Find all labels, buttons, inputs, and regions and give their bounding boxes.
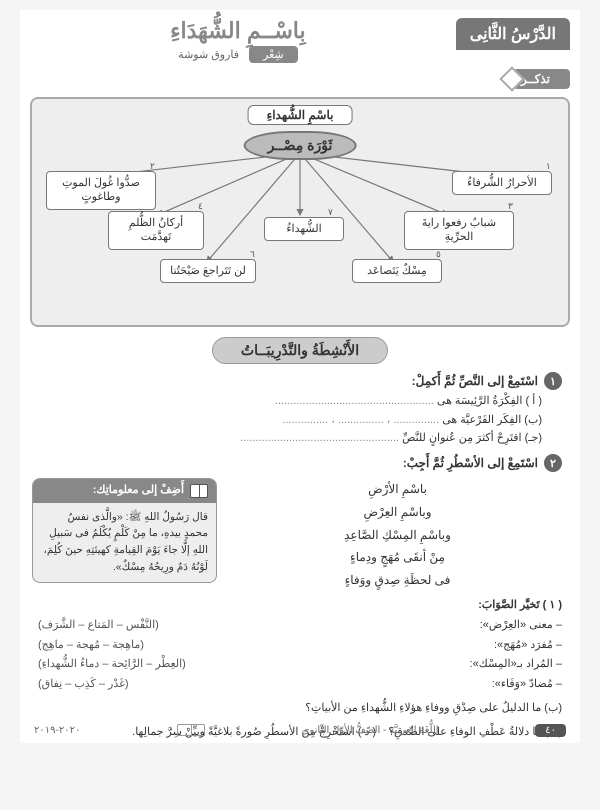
diagram-box-num: ٢	[150, 161, 155, 172]
footer: ٤٠ اللُّغَة العربيَّة - الصّفُّ الأوّل ا…	[20, 724, 580, 737]
diagram-box-b1: الأحرارُ الشُّرفاءُ	[452, 171, 552, 195]
ex1-c: (جـ) اقتَرِحْ أكثرَ مِن عُنوانٍ للنَّصِّ…	[40, 429, 542, 448]
mcq-head: ( ١ ) تَخيَّر الصَّوَابَ:	[38, 596, 562, 616]
diagram-box-b6: لن تَتَراجعَ صَيْحَتُنا	[160, 259, 256, 283]
diagram-box-num: ١	[546, 161, 551, 172]
poetry-line: باسْمِ الأرْضِ	[227, 478, 568, 501]
lesson-badge: الدَّرْسُ الثَّانِى	[456, 18, 570, 50]
mcq-term: – مُضادّ «وَفَاء»:	[492, 675, 562, 695]
mcq-row: – معنى «العِرْض»: (النَّفْس – المَتاع – ا…	[38, 616, 562, 636]
ex1-num-icon: ١	[544, 372, 562, 390]
ex1-a: ( أ ) الفِكْرَةُ الرَّئِيسَة هى ........…	[40, 392, 542, 411]
section-title: الأَنْشِطَةُ والتَّدْرِيبَــاتُ	[212, 337, 388, 364]
mcq-options: (العِطْر – الرَّائِحة – دماءُ الشُّهداءِ…	[38, 655, 186, 675]
diagram-center: ثَوْرَة مِصْــر	[244, 131, 357, 160]
diagram-box-num: ٥	[436, 249, 441, 260]
exercise-1: ١ اسْتَمِعْ إلى النَّصِّ ثُمَّ أَكمِلْ: …	[20, 372, 580, 448]
open-book-icon	[177, 724, 205, 736]
diagram-box-num: ٦	[250, 249, 255, 260]
ex1-b: (ب) الفِكَر الفَرْعيَّة هى .............…	[40, 411, 542, 430]
poetry-line: فى لحظَةِ صِدقٍ ووَفاءٍ	[227, 569, 568, 592]
diagram-box-b5: مِسْكٌ يَتَصاعَد	[352, 259, 442, 283]
ex2-title: اسْتَمِعْ إلى الأسْطُرِ ثُمَّ أَجِبْ:	[403, 456, 538, 470]
mcq-term: – معنى «العِرْض»:	[480, 616, 562, 636]
title-block: بِاسْــمِ الشُّهَدَاءِ شِعْر فاروق شوشة	[30, 18, 446, 63]
footer-year: ٢٠٢٠-٢٠١٩	[34, 725, 80, 736]
main-title: بِاسْــمِ الشُّهَدَاءِ	[30, 18, 446, 44]
diagram-box-num: ٤	[198, 201, 203, 212]
diagram-box-num: ٧	[328, 207, 333, 218]
concept-diagram: باسْمِ الشُّهداءِ ثَوْرَة مِصْــر الأحرا…	[30, 97, 570, 327]
mcq-row: – مُفرَد «مُهَج»: (ماهِجة – مُهجة – ماهِج…	[38, 636, 562, 656]
subtitle-row: شِعْر فاروق شوشة	[30, 46, 446, 63]
mcq-row: – مُضادّ «وَفَاء»: (غَدْر – كَذِب – نِفاق…	[38, 675, 562, 695]
footer-subject: اللُّغَة العربيَّة - الصّفُّ الأوّل الثّ…	[302, 725, 439, 736]
diagram-box-b7: الشُّهداءُ	[264, 217, 344, 241]
info-box-body: قال رَسُولُ اللهِ ﷺ: «والَّذى نفسُ محمدٍ…	[33, 503, 216, 582]
info-box-title: أَضِفْ إلى معلوماتِك:	[93, 482, 184, 500]
ex2-head: ٢ اسْتَمِعْ إلى الأسْطُرِ ثُمَّ أَجِبْ:	[40, 454, 562, 472]
diagram-box-b3: شبابٌ رفعوا رايةَ الحرِّيةِ	[404, 211, 514, 250]
poetry-line: وباسْمِ المِسْكِ الصَّاعِدِ	[227, 524, 568, 547]
mcq-options: (ماهِجة – مُهجة – ماهِج)	[38, 636, 144, 656]
ex1-title: اسْتَمِعْ إلى النَّصِّ ثُمَّ أَكمِلْ:	[412, 374, 538, 388]
poetry-line: وباسْمِ العِرْضِ	[227, 501, 568, 524]
mcq-options: (غَدْر – كَذِب – نِفاق)	[38, 675, 129, 695]
remember-tag: تذكــر	[513, 69, 570, 89]
diagram-box-b2: صدُّوا غُولَ الموتِ وطاغوتٍ	[46, 171, 156, 210]
page: الدَّرْسُ الثَّانِى بِاسْــمِ الشُّهَدَا…	[20, 10, 580, 743]
mcq-block: ( ١ ) تَخيَّر الصَّوَابَ: – معنى «العِرْ…	[20, 596, 580, 743]
poetry-and-info: باسْمِ الأرْضِوباسْمِ العِرْضِوباسْمِ ال…	[32, 478, 568, 592]
mcq-term: – مُفرَد «مُهَج»:	[494, 636, 562, 656]
mcq-row: – المُراد بـ«المِسْك»: (العِطْر – الرَّائ…	[38, 655, 562, 675]
book-icon	[190, 484, 208, 498]
poetry-lines: باسْمِ الأرْضِوباسْمِ العِرْضِوباسْمِ ال…	[227, 478, 568, 592]
diagram-top-label: باسْمِ الشُّهداءِ	[248, 105, 353, 125]
diagram-box-b4: أركانُ الظُّلمِ تَهدَّمَت	[108, 211, 204, 250]
ex1-head: ١ اسْتَمِعْ إلى النَّصِّ ثُمَّ أَكمِلْ:	[40, 372, 562, 390]
page-number: ٤٠	[535, 724, 566, 737]
mcq-term: – المُراد بـ«المِسْك»:	[470, 655, 562, 675]
poet-name: فاروق شوشة	[178, 48, 239, 61]
info-box-head: أَضِفْ إلى معلوماتِك:	[33, 479, 216, 503]
info-box: أَضِفْ إلى معلوماتِك: قال رَسُولُ اللهِ …	[32, 478, 217, 583]
poetry-line: مِنْ أنقَى مُهَجٍ ودِماءٍ	[227, 546, 568, 569]
genre-pill: شِعْر	[249, 46, 298, 63]
mcq-q-b: (ب) ما الدليلُ على صِدْقِ ووفاءِ هؤلاءِ …	[38, 699, 562, 719]
exercise-2: ٢ اسْتَمِعْ إلى الأسْطُرِ ثُمَّ أَجِبْ:	[20, 454, 580, 472]
diagram-box-num: ٣	[508, 201, 513, 212]
header: الدَّرْسُ الثَّانِى بِاسْــمِ الشُّهَدَا…	[20, 10, 580, 63]
ex2-num-icon: ٢	[544, 454, 562, 472]
mcq-options: (النَّفْس – المَتاع – الشَّرَف)	[38, 616, 159, 636]
